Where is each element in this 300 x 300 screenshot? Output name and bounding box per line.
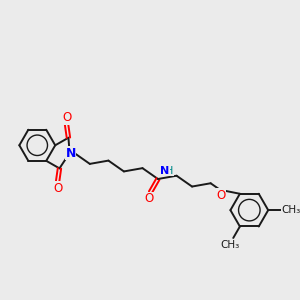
- Text: O: O: [144, 192, 153, 205]
- Text: H: H: [165, 166, 173, 176]
- Text: CH₃: CH₃: [221, 240, 240, 250]
- Text: CH₃: CH₃: [281, 205, 300, 215]
- Text: N: N: [160, 166, 169, 176]
- Text: O: O: [62, 111, 71, 124]
- Text: O: O: [216, 189, 226, 202]
- Text: N: N: [65, 146, 76, 160]
- Text: O: O: [53, 182, 62, 195]
